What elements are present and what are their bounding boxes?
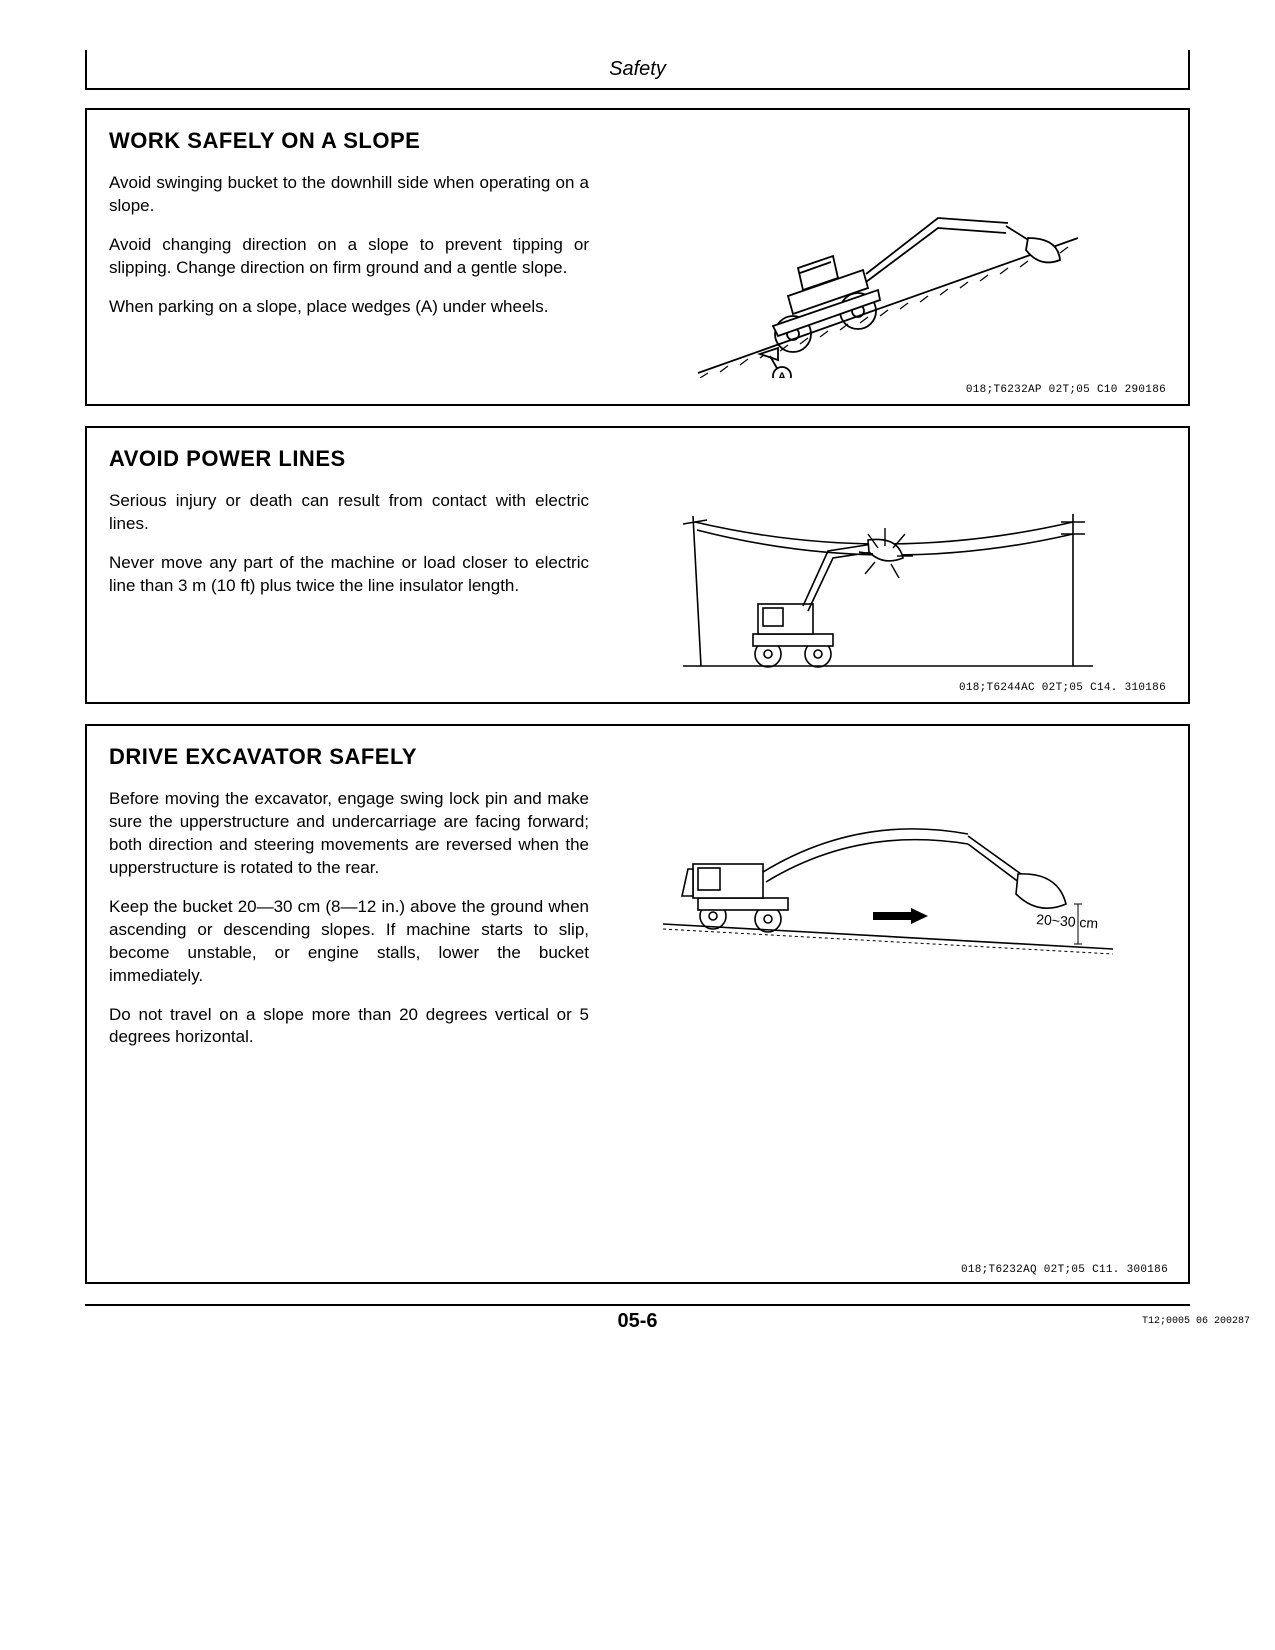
footer-ref: T12;0005 06 200287	[1142, 1316, 1250, 1327]
illustration-column	[609, 490, 1166, 676]
paragraph: Avoid swinging bucket to the downhill si…	[109, 172, 589, 218]
paragraph: When parking on a slope, place wedges (A…	[109, 296, 589, 319]
dimension-label: 20~30 cm	[1035, 911, 1098, 931]
illustration-ref: 018;T6232AQ 02T;05 C11. 300186	[961, 1264, 1168, 1276]
page-number: 05-6	[617, 1310, 657, 1333]
paragraph: Keep the bucket 20—30 cm (8—12 in.) abov…	[109, 896, 589, 988]
illustration-column: 20~30 cm	[609, 788, 1166, 1065]
paragraph: Avoid changing direction on a slope to p…	[109, 234, 589, 280]
text-column: Serious injury or death can result from …	[109, 490, 589, 676]
page-footer: 05-6 T12;0005 06 200287	[85, 1304, 1190, 1333]
section-title: AVOID POWER LINES	[109, 446, 1166, 472]
section-body: Before moving the excavator, engage swin…	[109, 788, 1166, 1065]
text-column: Avoid swinging bucket to the downhill si…	[109, 172, 589, 378]
illustration-column: A	[609, 172, 1166, 378]
text-column: Before moving the excavator, engage swin…	[109, 788, 589, 1065]
section-powerlines: AVOID POWER LINES Serious injury or deat…	[85, 426, 1190, 704]
wedge-label: A	[778, 371, 786, 378]
section-body: Serious injury or death can result from …	[109, 490, 1166, 676]
header-title: Safety	[609, 58, 666, 81]
paragraph: Before moving the excavator, engage swin…	[109, 788, 589, 880]
illustration-ref: 018;T6244AC 02T;05 C14. 310186	[109, 682, 1166, 694]
section-slope: WORK SAFELY ON A SLOPE Avoid swinging bu…	[85, 108, 1190, 406]
section-body: Avoid swinging bucket to the downhill si…	[109, 172, 1166, 378]
section-drive: DRIVE EXCAVATOR SAFELY Before moving the…	[85, 724, 1190, 1284]
section-title: WORK SAFELY ON A SLOPE	[109, 128, 1166, 154]
excavator-slope-illustration: A	[688, 178, 1088, 378]
paragraph: Never move any part of the machine or lo…	[109, 552, 589, 598]
safety-page: Safety WORK SAFELY ON A SLOPE Avoid swin…	[0, 0, 1275, 1650]
excavator-powerline-illustration	[673, 496, 1103, 676]
page-header: Safety	[85, 50, 1190, 90]
excavator-drive-illustration: 20~30 cm	[658, 794, 1118, 964]
paragraph: Do not travel on a slope more than 20 de…	[109, 1004, 589, 1050]
section-title: DRIVE EXCAVATOR SAFELY	[109, 744, 1166, 770]
illustration-ref: 018;T6232AP 02T;05 C10 290186	[109, 384, 1166, 396]
paragraph: Serious injury or death can result from …	[109, 490, 589, 536]
